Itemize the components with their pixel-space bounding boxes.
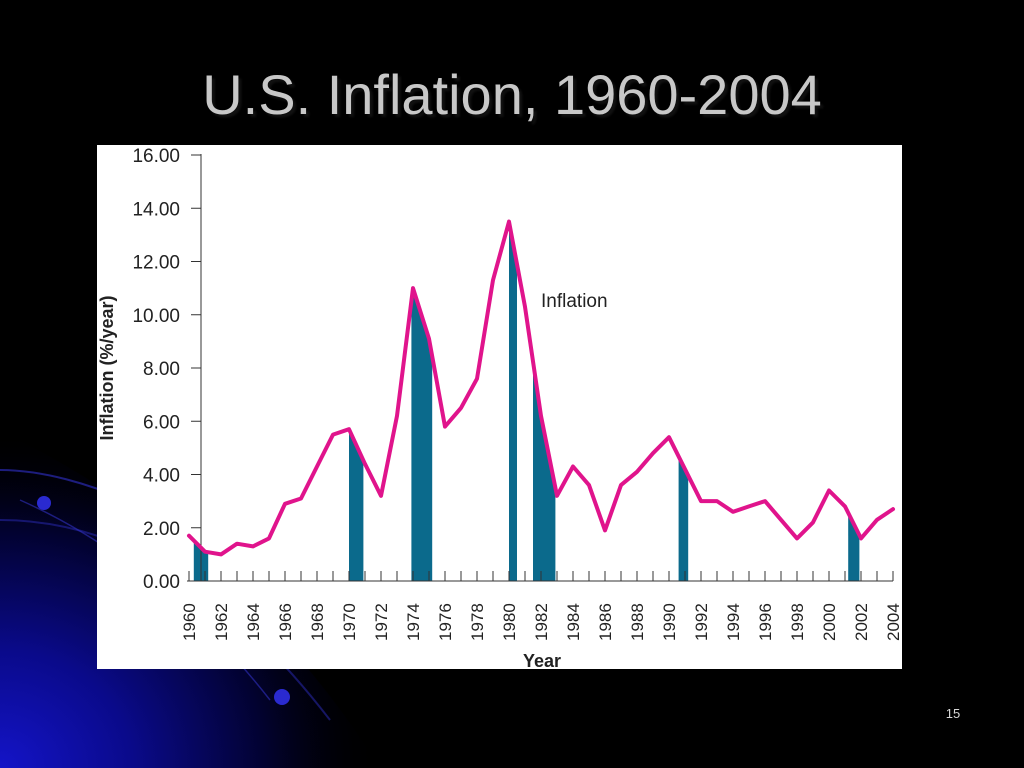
- x-tick-label: 1998: [788, 603, 807, 641]
- shaded-period-5: [533, 361, 556, 581]
- x-tick-label: 1988: [628, 603, 647, 641]
- shaded-period-4: [509, 221, 517, 581]
- x-tick-label: 1970: [340, 603, 359, 641]
- x-tick-label: 1962: [212, 603, 231, 641]
- x-tick-label: 1976: [436, 603, 455, 641]
- y-tick-label: 0.00: [143, 572, 180, 593]
- chart-panel: 0.00 2.00 4.00 6.00 8.00 10.00 12.00 14.00 16.00…: [97, 145, 902, 669]
- x-tick-label: 1986: [596, 603, 615, 641]
- shaded-period-3: [411, 288, 433, 581]
- x-tick-label: 2004: [884, 603, 902, 641]
- x-tick-label: 1966: [276, 603, 295, 641]
- x-tick-label: 1996: [756, 603, 775, 641]
- x-tick-label: 1964: [244, 603, 263, 641]
- x-tick-label: 1994: [724, 603, 743, 641]
- x-tick-label: 1982: [532, 603, 551, 641]
- x-ticks: 1960 1962 1964 1966 1968 1970 1972 1974 1976 1978…: [180, 571, 902, 641]
- x-tick-label: 1992: [692, 603, 711, 641]
- y-tick-label: 12.00: [132, 253, 180, 274]
- x-tick-label: 1980: [500, 603, 519, 641]
- recession-shading: [193, 221, 860, 581]
- y-tick-label: 6.00: [143, 412, 180, 433]
- x-tick-label: 1972: [372, 603, 391, 641]
- shaded-period-6: [678, 456, 689, 581]
- slide-number: 15: [945, 706, 961, 721]
- y-tick-label: 4.00: [143, 466, 180, 487]
- x-tick-label: 1974: [404, 603, 423, 641]
- x-tick-label: 2002: [852, 603, 871, 641]
- x-tick-label: 1968: [308, 603, 327, 641]
- y-tick-label: 2.00: [143, 519, 180, 540]
- x-tick-label: 1990: [660, 603, 679, 641]
- x-tick-label: 2000: [820, 603, 839, 641]
- x-tick-label: 1978: [468, 603, 487, 641]
- y-tick-label: 10.00: [132, 306, 180, 327]
- x-tick-label: 1960: [180, 603, 199, 641]
- y-ticks: 0.00 2.00 4.00 6.00 8.00 10.00 12.00 14.00 16.00: [132, 146, 201, 593]
- series-layer: [187, 219, 895, 557]
- x-tick-label: 1984: [564, 603, 583, 641]
- inflation-chart: 0.00 2.00 4.00 6.00 8.00 10.00 12.00 14.00 16.00…: [97, 146, 902, 669]
- x-axis-title: Year: [523, 651, 561, 669]
- y-tick-label: 8.00: [143, 359, 180, 380]
- shaded-period-2: [349, 429, 364, 581]
- inflation-line: [187, 219, 895, 557]
- y-tick-label: 14.00: [132, 199, 180, 220]
- series-annotation: Inflation: [541, 291, 608, 312]
- y-tick-label: 16.00: [132, 146, 180, 167]
- y-axis-title: Inflation (%/year): [97, 295, 117, 440]
- slide-title: U.S. Inflation, 1960-2004: [202, 63, 822, 126]
